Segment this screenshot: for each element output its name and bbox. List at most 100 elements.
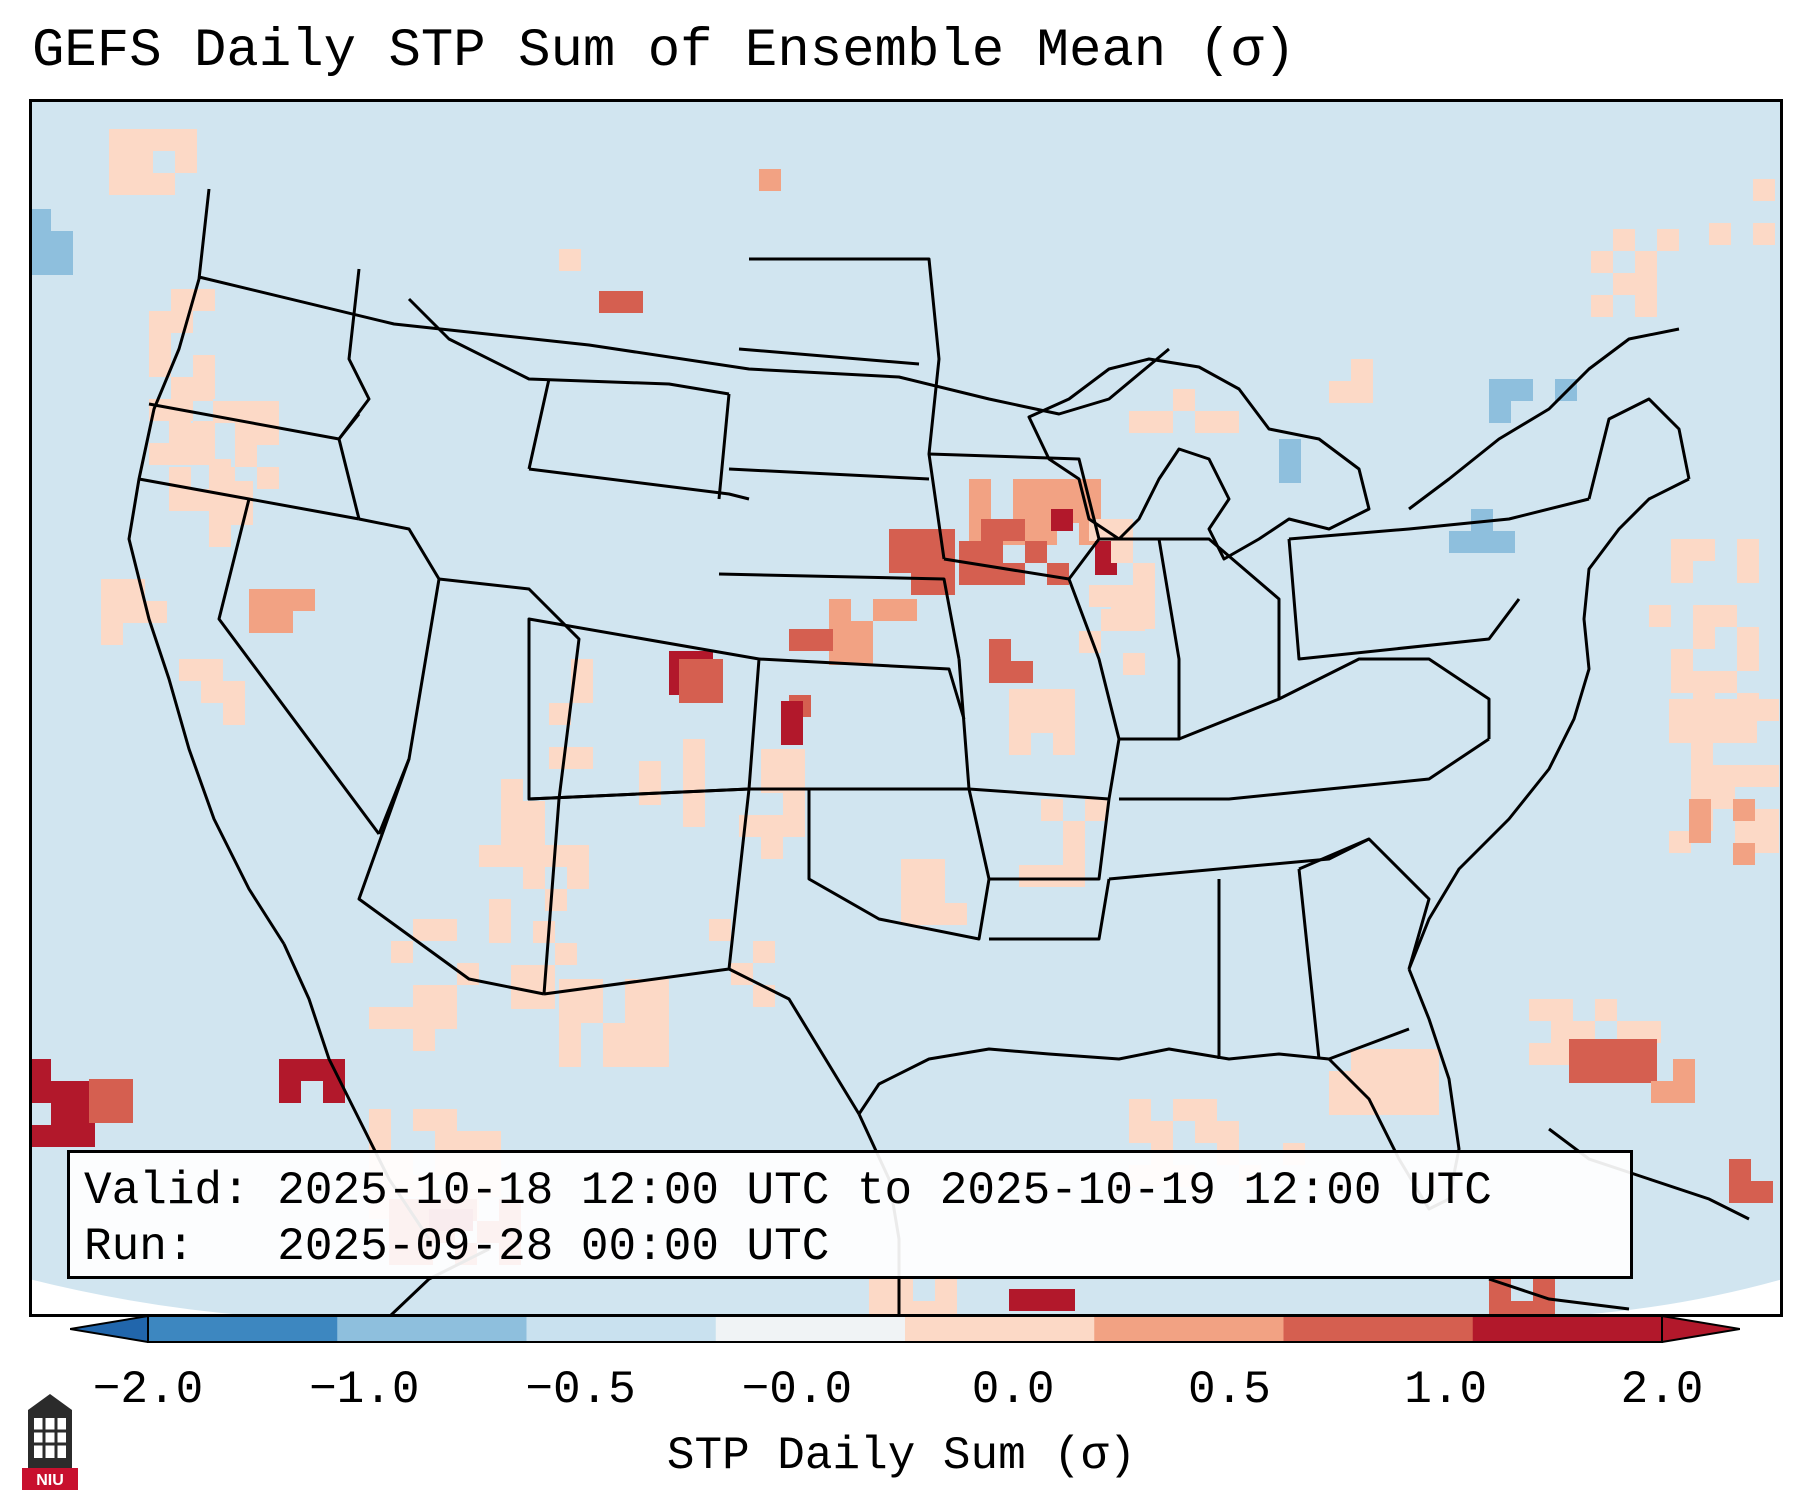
stp-cell (501, 779, 523, 801)
ky-tn (1119, 737, 1490, 801)
stp-cell (1351, 1071, 1373, 1093)
stp-cell (1529, 1043, 1551, 1065)
colorbar-bin (1283, 1316, 1474, 1342)
stp-cell (489, 921, 511, 943)
stp-cell (1735, 765, 1757, 787)
stp-cell (981, 519, 1003, 541)
valid-label: Valid: (84, 1165, 250, 1217)
colorbar-tick-label: −1.0 (309, 1364, 420, 1416)
stp-cell (1511, 1301, 1533, 1317)
stp-cell (235, 423, 257, 445)
stp-cell (89, 1101, 111, 1123)
stp-cell (435, 985, 457, 1007)
ar-la-ms (989, 878, 1111, 941)
stp-cell (1195, 1099, 1217, 1121)
stp-cell (51, 231, 73, 253)
stp-cell (111, 1101, 133, 1123)
stp-cell (1613, 229, 1635, 251)
stp-cell (1729, 1159, 1751, 1181)
stp-cell (1471, 531, 1493, 553)
stp-cell (549, 703, 571, 725)
stp-cell (1737, 627, 1759, 649)
stp-cell (435, 1109, 457, 1131)
stp-cell (1329, 381, 1351, 403)
stp-cell (1053, 689, 1075, 711)
stp-cell (123, 601, 145, 623)
stp-cell (1735, 721, 1757, 743)
stp-cell (783, 749, 805, 771)
stp-cell (1279, 439, 1301, 461)
colorbar-bin (1094, 1316, 1284, 1342)
stp-cell (559, 1001, 581, 1023)
stp-cell (1691, 699, 1713, 721)
stp-cell (1551, 999, 1573, 1021)
stp-cell (923, 903, 945, 925)
stp-cell (279, 1081, 301, 1103)
stp-cell (175, 129, 197, 151)
stp-cell (501, 801, 523, 823)
stp-cell (391, 1007, 413, 1029)
colorbar-bin (905, 1316, 1095, 1342)
stp-cell (1757, 809, 1779, 831)
stp-cell (891, 1279, 913, 1301)
colorbar-tick-label: −2.0 (92, 1364, 204, 1416)
stp-cell (969, 501, 991, 523)
gulf-coast (857, 1027, 1410, 1115)
stp-cell (989, 639, 1011, 661)
stp-cell (783, 815, 805, 837)
stp-cell (621, 291, 643, 313)
stp-cell (1729, 1181, 1751, 1203)
stp-cell (1489, 1301, 1511, 1317)
stp-cell (435, 919, 457, 941)
stp-cell (191, 489, 213, 511)
stp-cell (811, 629, 833, 651)
ne-border (1408, 327, 1680, 511)
stp-cell (1693, 539, 1715, 561)
stp-cell (1111, 541, 1133, 563)
stp-cell (101, 623, 123, 645)
stp-cell (1689, 821, 1711, 843)
stp-cell (111, 1079, 133, 1101)
stp-cell (1737, 649, 1759, 671)
stp-cell (169, 423, 191, 445)
stp-cell (1031, 711, 1053, 733)
stp-cell (895, 599, 917, 621)
stp-cell (1051, 509, 1073, 531)
run-time: 2025-09-28 00:00 UTC (277, 1221, 830, 1273)
stp-cell (1009, 711, 1031, 733)
colorbar-bin (715, 1316, 906, 1342)
stp-cell (1035, 479, 1057, 501)
stp-cell (101, 579, 123, 601)
stp-cell (1737, 561, 1759, 583)
stp-cell (223, 703, 245, 725)
stp-cell (1709, 223, 1731, 245)
stp-cell (201, 659, 223, 681)
state-boundaries (127, 188, 1691, 1317)
stp-cell (279, 1059, 301, 1081)
stp-cell (1417, 1093, 1439, 1115)
stp-cell (647, 1023, 669, 1045)
stp-cell (1151, 411, 1173, 433)
stp-cell (149, 355, 171, 377)
stp-cell (1489, 379, 1511, 401)
stp-cell (1733, 799, 1755, 821)
stp-cell (1173, 1099, 1195, 1121)
stp-cell (603, 1023, 625, 1045)
stp-cell (1635, 1039, 1657, 1061)
stp-cell (647, 1045, 669, 1067)
stp-cell (739, 815, 761, 837)
stp-cell (1217, 411, 1239, 433)
stp-cell (249, 611, 271, 633)
stp-cell (935, 1279, 957, 1301)
stp-cell (1195, 1121, 1217, 1143)
colorbar-title: STP Daily Sum (σ) (666, 1430, 1137, 1482)
stp-cell (209, 459, 231, 481)
stp-cell (1111, 585, 1133, 607)
stp-cell (89, 1079, 111, 1101)
stp-cell (581, 1001, 603, 1023)
stp-cell (913, 1301, 935, 1317)
stp-cell (571, 747, 593, 769)
pa-box (1287, 538, 1521, 661)
stp-cell (1651, 1081, 1673, 1103)
stp-cell (109, 129, 131, 151)
